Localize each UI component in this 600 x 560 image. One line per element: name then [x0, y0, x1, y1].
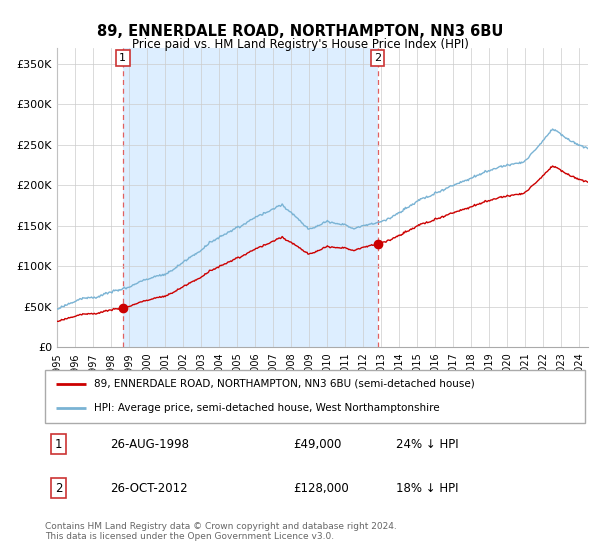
Text: 26-OCT-2012: 26-OCT-2012	[110, 482, 187, 494]
Text: 26-AUG-1998: 26-AUG-1998	[110, 438, 189, 451]
Text: 2: 2	[374, 53, 381, 63]
Text: 24% ↓ HPI: 24% ↓ HPI	[396, 438, 458, 451]
Text: 18% ↓ HPI: 18% ↓ HPI	[396, 482, 458, 494]
Text: HPI: Average price, semi-detached house, West Northamptonshire: HPI: Average price, semi-detached house,…	[94, 403, 439, 413]
Text: 2: 2	[55, 482, 62, 494]
Text: £49,000: £49,000	[293, 438, 342, 451]
Text: 89, ENNERDALE ROAD, NORTHAMPTON, NN3 6BU (semi-detached house): 89, ENNERDALE ROAD, NORTHAMPTON, NN3 6BU…	[94, 379, 475, 389]
Text: Price paid vs. HM Land Registry's House Price Index (HPI): Price paid vs. HM Land Registry's House …	[131, 38, 469, 50]
Text: 1: 1	[55, 438, 62, 451]
Text: 1: 1	[119, 53, 126, 63]
Text: £128,000: £128,000	[293, 482, 349, 494]
Text: Contains HM Land Registry data © Crown copyright and database right 2024.
This d: Contains HM Land Registry data © Crown c…	[45, 522, 397, 542]
Text: 89, ENNERDALE ROAD, NORTHAMPTON, NN3 6BU: 89, ENNERDALE ROAD, NORTHAMPTON, NN3 6BU	[97, 24, 503, 39]
Bar	[123, 48, 377, 347]
